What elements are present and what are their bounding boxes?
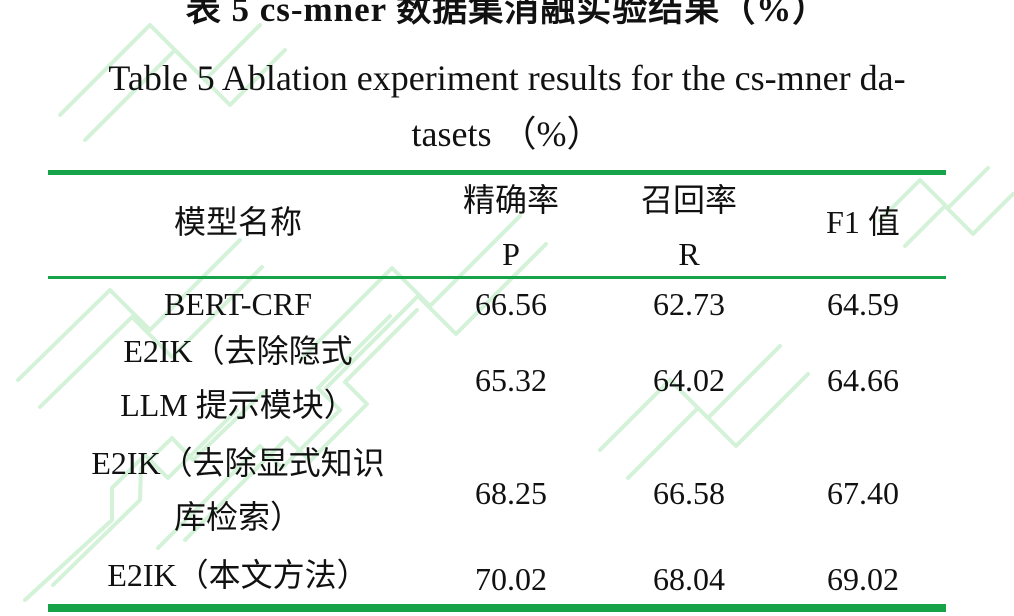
table-bottom-rule (48, 604, 946, 612)
row-4-recall: 68.04 (653, 561, 725, 597)
header-precision-label: 精确率 (462, 182, 559, 218)
header-precision: 精确率 P (426, 180, 596, 274)
row-1-recall: 62.73 (653, 286, 725, 322)
row-4-model: E2IK（本文方法） (70, 555, 406, 595)
table-caption-english-line2: tasets （%） (411, 114, 603, 154)
row-2-recall: 64.02 (653, 362, 725, 398)
row-1-model-line1: BERT-CRF (163, 286, 313, 322)
header-recall: 召回率 R (604, 180, 774, 274)
row-3-model-line2: 库检索） (173, 499, 302, 535)
row-4-precision: 70.02 (475, 561, 547, 597)
header-recall-symbol: R (678, 236, 700, 272)
header-recall-label: 召回率 (640, 182, 737, 218)
table-top-rule (48, 170, 946, 175)
table-header-rule (48, 276, 946, 279)
row-3-f1: 67.40 (827, 475, 899, 511)
row-1-precision: 66.56 (475, 286, 547, 322)
row-1-f1: 64.59 (827, 286, 899, 322)
row-3-model-line1: E2IK（去除显式知识 (91, 445, 385, 481)
header-model-name: 模型名称 (173, 204, 302, 240)
row-1-model: BERT-CRF (70, 284, 406, 324)
table-caption-chinese: 表 5 cs-mner 数据集消融实验结果（%） (185, 0, 829, 29)
row-3-recall: 66.58 (653, 475, 725, 511)
row-2-model: E2IK（去除隐式 LLM 提示模块） (70, 331, 406, 425)
header-f1: F1 值 (826, 204, 900, 240)
row-3-model: E2IK（去除显式知识 库检索） (70, 443, 406, 537)
row-2-precision: 65.32 (475, 362, 547, 398)
row-3-precision: 68.25 (475, 475, 547, 511)
table-caption-english: Table 5 Ablation experiment results for … (0, 50, 1014, 162)
row-2-model-line1: E2IK（去除隐式 (123, 333, 353, 369)
row-2-f1: 64.66 (827, 362, 899, 398)
row-4-f1: 69.02 (827, 561, 899, 597)
header-precision-symbol: P (502, 236, 520, 272)
row-2-model-line2: LLM 提示模块） (120, 387, 356, 423)
table-caption-english-line1: Table 5 Ablation experiment results for … (108, 58, 906, 98)
row-4-model-line1: E2IK（本文方法） (107, 557, 369, 593)
